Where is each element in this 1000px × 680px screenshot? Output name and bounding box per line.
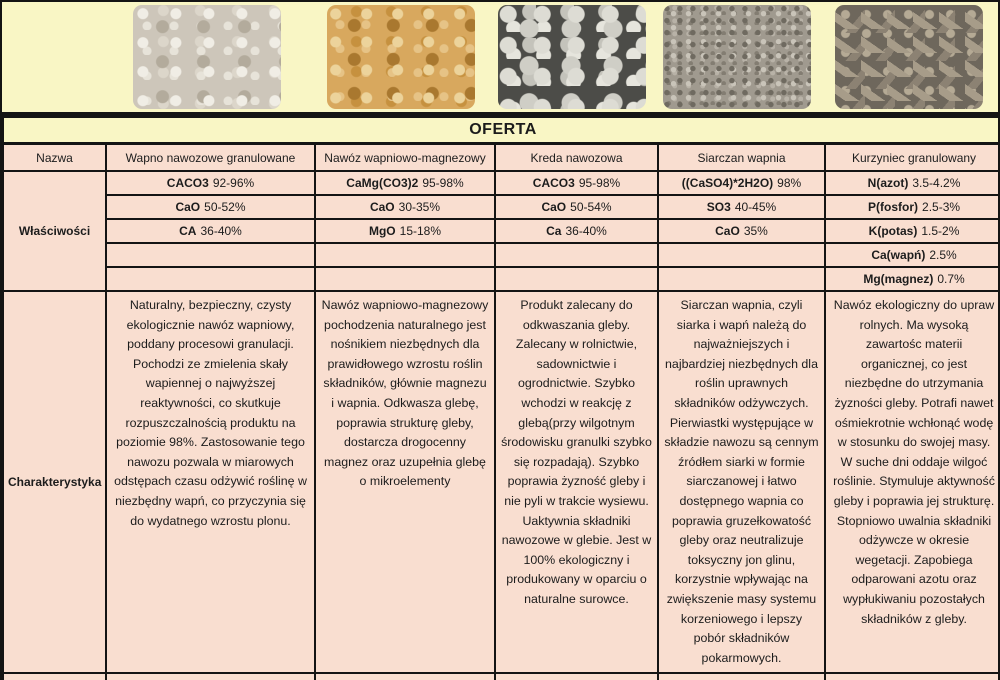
characteristics-cell: Nawóz ekologiczny do upraw rolnych. Ma w… [823,289,998,675]
product-name-cell: Kurzyniec granulowany [823,142,998,172]
property-cell: Ca 36-40% [494,218,659,244]
characteristics-cell: Produkt zalecany do odkwaszania gleby. Z… [494,289,659,675]
property-cell: ((CaSO4)*2H2O) 98% [657,170,826,196]
property-cell: N(azot) 3.5-4.2% [823,170,998,196]
prop-value: 50-54% [570,200,612,214]
property-cell: Mg(magnez) 0.7% [823,266,998,292]
property-cell: Ca(wapń) 2.5% [823,242,998,268]
grey-lime-granules-photo [133,5,282,109]
prop-label: MgO [368,224,396,238]
prop-label: SO3 [706,200,731,214]
property-cell: CaO 35% [657,218,826,244]
fine-grey-gypsum-granules-photo [663,5,812,109]
prop-value: 30-35% [398,200,441,214]
property-cell [105,266,316,292]
lead-time-cell: ok.2-4 tygodnie [823,672,998,680]
prop-value: 50-52% [204,200,246,214]
property-cell: CaMg(CO3)2 95-98% [314,170,496,196]
prop-label: CACO3 [532,176,575,190]
prop-label: Mg(magnez) [863,272,934,286]
property-cell [657,266,826,292]
photo-slot [820,2,998,112]
property-cell: CaO 50-54% [494,194,659,220]
property-cell [494,242,659,268]
property-cell [314,266,496,292]
prop-value: 95-98% [578,176,621,190]
property-cell: P(fosfor) 2.5-3% [823,194,998,220]
property-cell [314,242,496,268]
prop-label: CACO3 [166,176,209,190]
prop-label: CaO [369,200,395,214]
prop-value: 1.5-2% [921,224,960,238]
prop-value: 15-18% [399,224,442,238]
prop-label: K(potas) [868,224,918,238]
property-cell: CA 36-40% [105,218,316,244]
prop-value: 95-98% [422,176,464,190]
row-label-properties: Właściwości [2,170,107,292]
property-cell [105,242,316,268]
prop-label: Ca(wapń) [871,248,926,262]
lead-time-cell: ok.1-2 tygodnie [314,672,496,680]
tan-magnesium-granules-photo [327,5,476,109]
prop-value: 2.5-3% [922,200,961,214]
property-cell: CaO 30-35% [314,194,496,220]
product-name-cell: Wapno nawozowe granulowane [105,142,316,172]
brown-pellet-granules-photo [835,5,984,109]
photo-slot [654,2,821,112]
offer-table: OFERTA Nazwa Wapno nawozowe granulowane … [2,116,998,680]
prop-label: CaO [175,200,201,214]
prop-label: Ca [546,224,562,238]
property-cell [494,266,659,292]
property-cell: SO3 40-45% [657,194,826,220]
photo-slot [103,2,312,112]
row-label-name: Nazwa [2,142,107,172]
property-cell: CACO3 92-96% [105,170,316,196]
prop-label: CaO [541,200,567,214]
prop-label: P(fosfor) [868,200,919,214]
characteristics-cell: Nawóz wapniowo-magnezowy pochodzenia nat… [314,289,496,675]
prop-label: CaMg(CO3)2 [346,176,419,190]
lead-time-cell: ok.2-3 tygodnie [494,672,659,680]
prop-label: N(azot) [867,176,909,190]
prop-value: 40-45% [734,200,777,214]
prop-value: 0.7% [937,272,965,286]
prop-label: CaO [715,224,740,238]
prop-value: 2.5% [929,248,957,262]
photo-slot [311,2,491,112]
characteristics-cell: Naturalny, bezpieczny, czysty ekologiczn… [105,289,316,675]
product-name-cell: Siarczan wapnia [657,142,826,172]
prop-value: 98% [777,176,802,190]
prop-value: 36-40% [565,224,607,238]
lead-time-cell: ok.2-3 tygodnie [657,672,826,680]
photo-slot [491,2,654,112]
row-label-characteristics: Charakterystyka [2,289,107,675]
lead-time-cell: ok.1-2 tygodnie [105,672,316,680]
property-cell [657,242,826,268]
prop-value: 92-96% [212,176,255,190]
prop-value: 36-40% [200,224,242,238]
prop-value: 3.5-4.2% [912,176,961,190]
property-cell: CACO3 95-98% [494,170,659,196]
property-cell: CaO 50-52% [105,194,316,220]
characteristics-cell: Siarczan wapnia, czyli siarka i wapń nal… [657,289,826,675]
prop-value: 35% [743,224,768,238]
prop-label: CA [179,224,197,238]
product-name-cell: Nawóz wapniowo-magnezowy [314,142,496,172]
photo-slot-empty [2,2,103,112]
prop-label: ((CaSO4)*2H2O) [681,176,774,190]
product-photos-band [2,2,998,112]
property-cell: K(potas) 1.5-2% [823,218,998,244]
product-name-cell: Kreda nawozowa [494,142,659,172]
row-label-lead-time: Czas realizacji [2,672,107,680]
divider [2,112,998,116]
white-chalk-granules-photo [498,5,647,109]
property-cell: MgO 15-18% [314,218,496,244]
page-title: OFERTA [2,116,998,145]
